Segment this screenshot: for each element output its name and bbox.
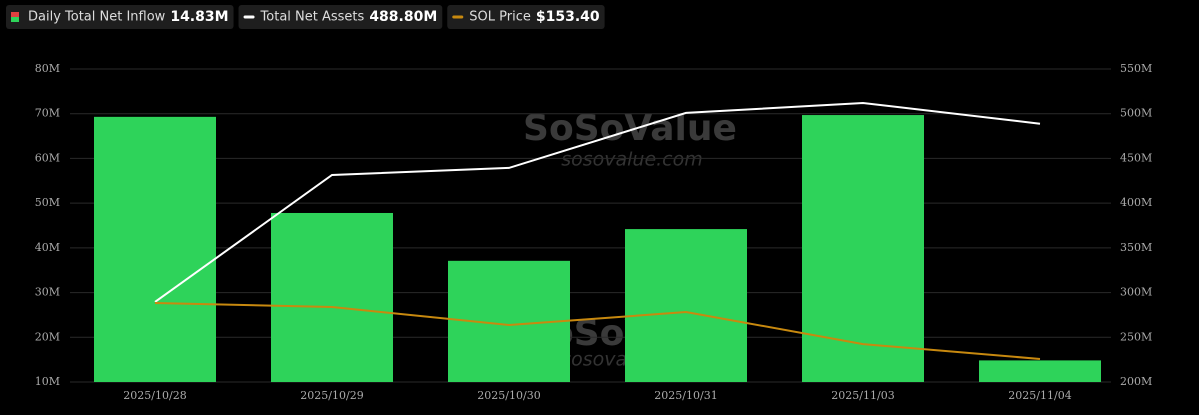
y-tick-label: 80M bbox=[35, 62, 60, 75]
x-tick-label: 2025/10/28 bbox=[123, 389, 186, 402]
y2-tick-label: 300M bbox=[1120, 286, 1152, 299]
x-tick-label: 2025/11/04 bbox=[1008, 389, 1071, 402]
y2-tick-label: 500M bbox=[1120, 107, 1152, 120]
y2-tick-label: 400M bbox=[1120, 196, 1152, 209]
watermark: SoSoValue bbox=[523, 108, 737, 149]
legend-label: Daily Total Net Inflow bbox=[28, 10, 166, 25]
bar bbox=[625, 229, 747, 382]
y-tick-label: 60M bbox=[35, 151, 60, 164]
legend-value: 488.80M bbox=[369, 9, 437, 25]
y-tick-label: 50M bbox=[35, 196, 60, 209]
line bbox=[154, 101, 1041, 303]
legend: Daily Total Net Inflow 14.83M Total Net As… bbox=[6, 5, 605, 29]
bar bbox=[979, 360, 1101, 382]
y2-tick-label: 200M bbox=[1120, 375, 1152, 388]
y-tick-label: 70M bbox=[35, 107, 60, 120]
x-tick-label: 2025/10/29 bbox=[300, 389, 363, 402]
legend-value: $153.40 bbox=[536, 9, 600, 25]
line bbox=[154, 302, 1041, 360]
legend-swatch bbox=[452, 15, 464, 19]
bar bbox=[271, 212, 393, 382]
legend-item: Total Net Assets 488.80M bbox=[238, 5, 443, 29]
legend-swatch bbox=[11, 17, 19, 22]
x-tick-label: 2025/10/31 bbox=[654, 389, 717, 402]
x-tick-label: 2025/10/30 bbox=[477, 389, 540, 402]
legend-swatch bbox=[243, 15, 255, 19]
y-tick-label: 30M bbox=[35, 286, 60, 299]
legend-item: SOL Price $153.40 bbox=[447, 5, 605, 29]
y2-tick-label: 450M bbox=[1120, 151, 1152, 164]
y-tick-label: 40M bbox=[35, 241, 60, 254]
y-tick-label: 10M bbox=[35, 375, 60, 388]
legend-box bbox=[6, 5, 234, 29]
y2-tick-label: 350M bbox=[1120, 241, 1152, 254]
y2-tick-label: 550M bbox=[1120, 62, 1152, 75]
bar bbox=[802, 115, 924, 382]
legend-label: SOL Price bbox=[469, 10, 531, 25]
x-tick-label: 2025/11/03 bbox=[831, 389, 894, 402]
bar bbox=[94, 116, 216, 382]
y-tick-label: 20M bbox=[35, 330, 60, 343]
legend-label: Total Net Assets bbox=[260, 10, 365, 25]
legend-item: Daily Total Net Inflow 14.83M bbox=[6, 5, 234, 29]
legend-box bbox=[238, 5, 443, 29]
legend-swatch bbox=[11, 12, 19, 17]
legend-value: 14.83M bbox=[170, 9, 228, 25]
legend-box bbox=[447, 5, 605, 29]
y2-tick-label: 250M bbox=[1120, 330, 1152, 343]
watermark-url: sosovalue.com bbox=[561, 149, 703, 171]
